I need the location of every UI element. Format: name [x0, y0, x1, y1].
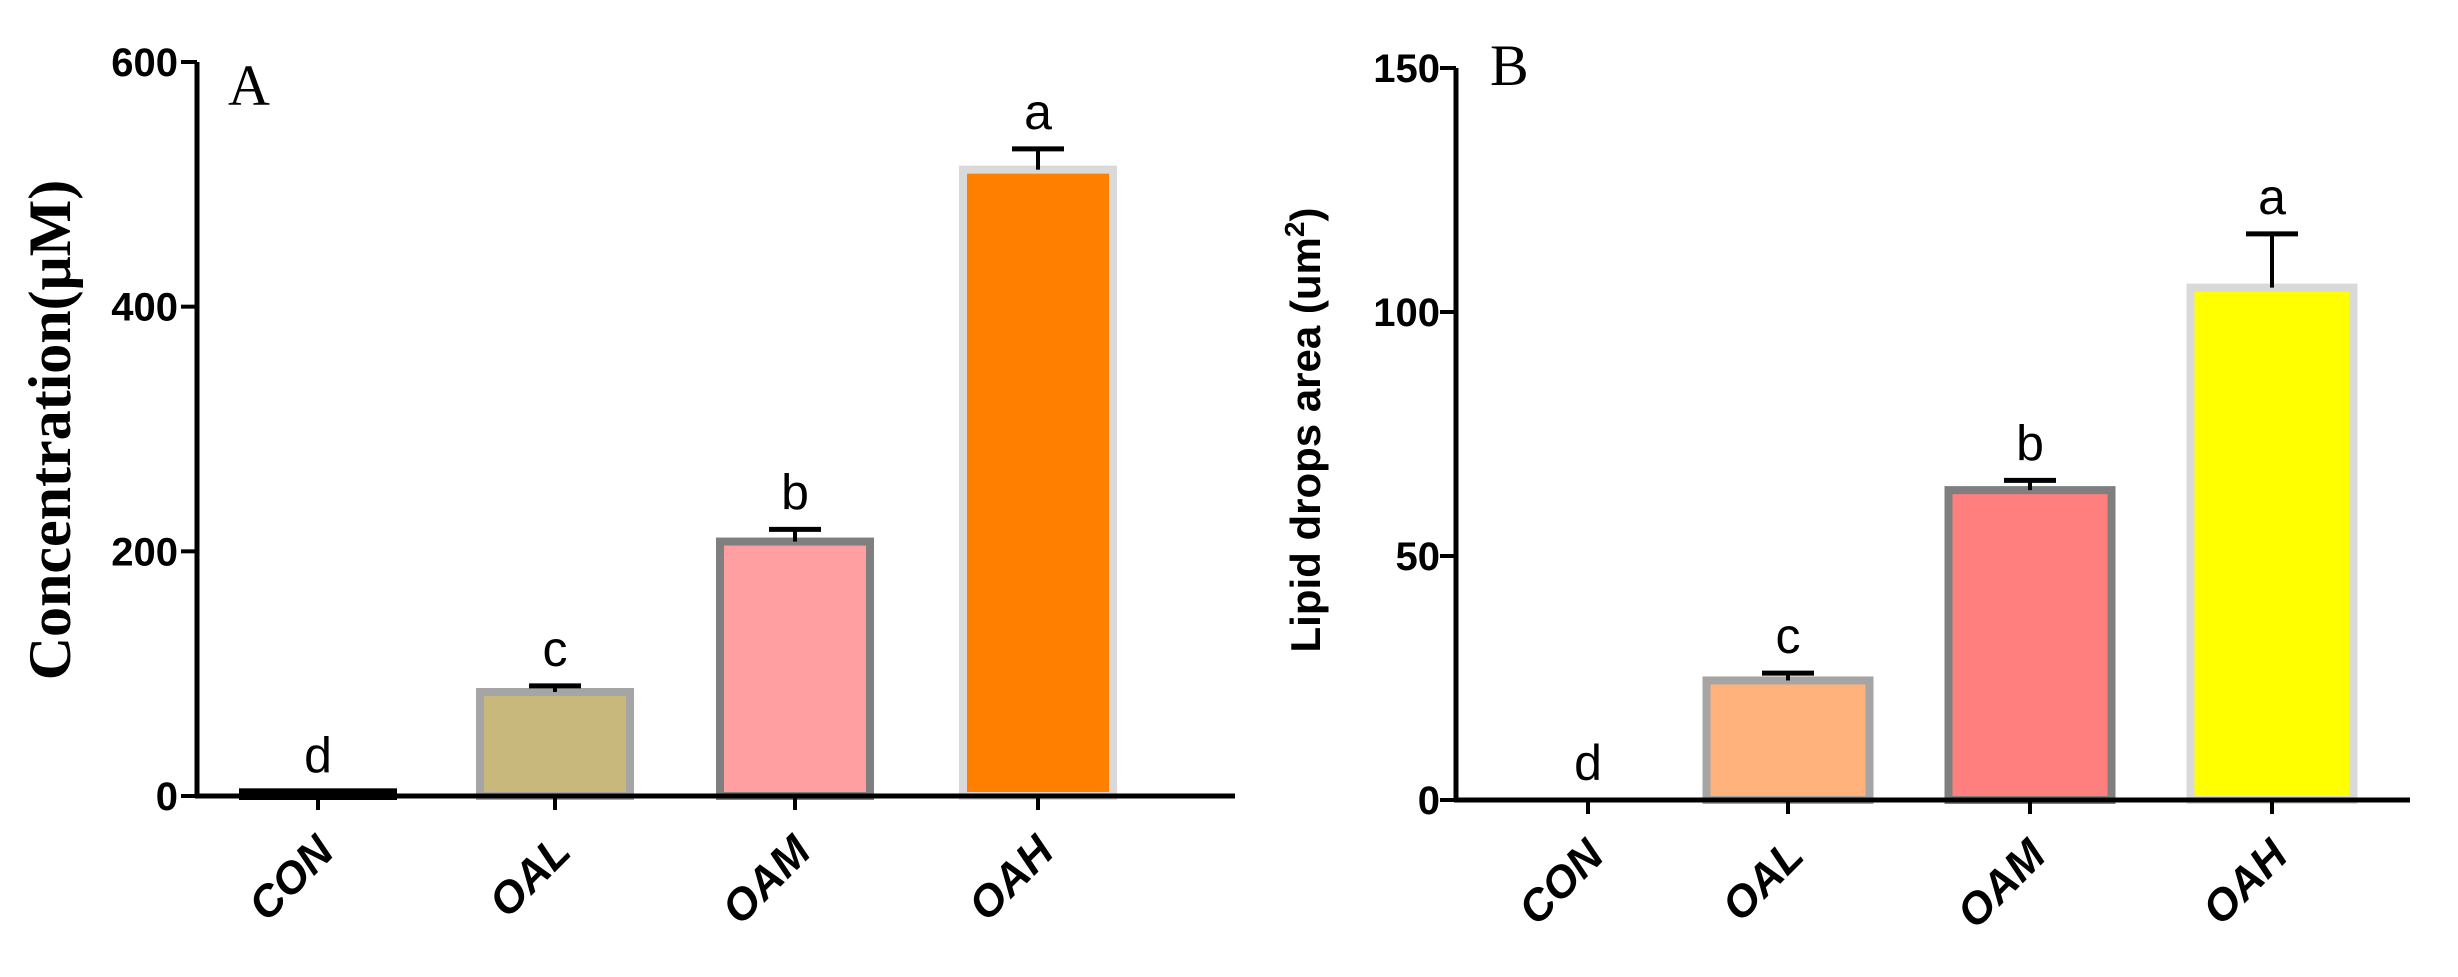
significance-label-oah: a: [1024, 84, 1052, 140]
bar-oam: [1944, 486, 2116, 804]
panel-letter: B: [1490, 33, 1529, 98]
y-tick-label-0: 0: [156, 775, 178, 819]
significance-label-con: d: [304, 727, 332, 783]
bar-oal: [1702, 676, 1874, 804]
bar-oah: [959, 165, 1117, 801]
y-axis-title-superscript: 2: [1279, 222, 1310, 238]
y-tick-label-150: 150: [1373, 47, 1440, 91]
significance-label-oam: b: [2016, 415, 2044, 471]
x-tick-label-oam: OAM: [713, 825, 821, 933]
y-axis-title-text: Concentration(μM): [17, 180, 83, 681]
x-tick-label-con: CON: [239, 826, 344, 931]
y-tick-label-50: 50: [1396, 535, 1441, 579]
y-tick-label-0: 0: [1418, 779, 1440, 823]
significance-label-oal: c: [543, 621, 568, 677]
significance-label-oam: b: [781, 464, 809, 520]
y-tick-label-600: 600: [111, 41, 178, 85]
x-tick-label-oam: OAM: [1948, 829, 2056, 937]
panel-letter: A: [228, 53, 270, 118]
x-tick-label-con: CON: [1509, 830, 1614, 935]
y-tick-label-200: 200: [111, 530, 178, 574]
y-axis-title: Concentration(μM): [17, 180, 83, 681]
x-tick-label-oal: OAL: [1713, 830, 1813, 930]
y-tick-label-400: 400: [111, 286, 178, 330]
bar-oah: [2186, 283, 2358, 805]
chart-a: d CON c OAL b OAM a OAH 0 200 400 600 A Concentration…: [17, 41, 1235, 934]
bar-oam: [716, 537, 874, 801]
bar-oal: [476, 688, 634, 800]
x-tick-label-oal: OAL: [480, 826, 580, 926]
y-axis-title: Lipid drops area (um2): [1279, 208, 1329, 653]
y-axis-title-text: Lipid drops area (um: [1282, 237, 1329, 652]
significance-label-oah: a: [2258, 169, 2286, 225]
significance-label-oal: c: [1776, 608, 1801, 664]
y-axis-title-close: ): [1282, 208, 1329, 222]
x-tick-label-oah: OAH: [2193, 830, 2298, 935]
chart-b: d CON c OAL b OAM a OAH 0 50 100 150 B Lipid drops ar…: [1279, 33, 2410, 938]
y-tick-label-100: 100: [1373, 291, 1440, 335]
x-tick-label-oah: OAH: [959, 826, 1064, 931]
significance-label-con: d: [1574, 735, 1602, 791]
